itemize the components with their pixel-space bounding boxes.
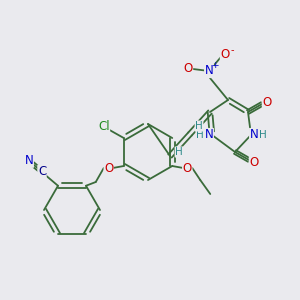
Text: O: O: [262, 95, 272, 109]
Text: O: O: [104, 161, 113, 175]
Text: O: O: [220, 49, 230, 62]
Text: N: N: [250, 128, 258, 142]
Text: O: O: [249, 155, 259, 169]
Text: N: N: [205, 128, 213, 142]
Text: +: +: [211, 61, 219, 70]
Text: H: H: [175, 147, 183, 157]
Text: H: H: [195, 121, 203, 131]
Text: N: N: [25, 154, 33, 167]
Text: O: O: [183, 62, 193, 76]
Text: C: C: [38, 165, 46, 178]
Text: O: O: [183, 161, 192, 175]
Text: N: N: [205, 64, 213, 77]
Text: -: -: [230, 45, 234, 55]
Text: H: H: [259, 130, 267, 140]
Text: Cl: Cl: [98, 119, 109, 133]
Text: H: H: [196, 130, 204, 140]
